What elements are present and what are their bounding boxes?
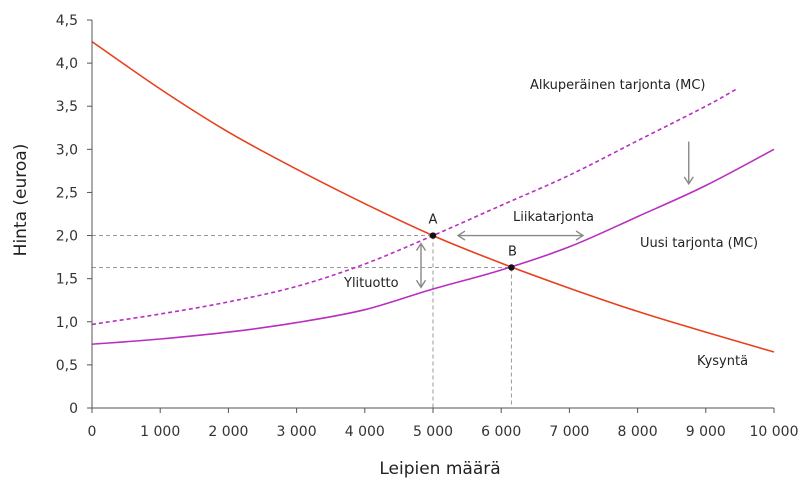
- x-tick-label: 2 000: [208, 424, 248, 440]
- label-demand: Kysyntä: [697, 354, 748, 369]
- label-original-supply: Alkuperäinen tarjonta (MC): [530, 78, 706, 93]
- x-tick-label: 8 000: [618, 424, 658, 440]
- x-tick-label: 7 000: [549, 424, 589, 440]
- guide-lines: [92, 235, 512, 408]
- y-tick-label: 0: [69, 401, 78, 417]
- y-tick-label: 3,0: [56, 142, 78, 158]
- y-tick-label: 4,0: [56, 56, 78, 72]
- x-tick-label: 3 000: [277, 424, 317, 440]
- x-tick-label: 1 000: [140, 424, 180, 440]
- label-excess-supply: Liikatarjonta: [513, 210, 594, 225]
- y-tick-label: 1,0: [56, 315, 78, 331]
- excess-supply-arrowhead-right: [575, 230, 585, 241]
- y-tick-label: 1,5: [56, 272, 78, 288]
- x-tick-label: 10 000: [750, 424, 799, 440]
- y-tick-label: 2,0: [56, 229, 78, 245]
- point-a: [429, 232, 437, 239]
- x-ticks: 0 1 000 2 000 3 000 4 000 5 000 6 000 7 000 8 00…: [88, 408, 799, 440]
- x-axis-title: Leipien määrä: [379, 459, 500, 479]
- label-new-supply: Uusi tarjonta (MC): [640, 236, 758, 251]
- y-axis-title: Hinta (euroa): [11, 144, 31, 257]
- supply-shift-arrowhead: [683, 176, 694, 186]
- plot-area: AB: [91, 40, 775, 408]
- label-overproduction: Ylituotto: [343, 276, 399, 291]
- points: AB: [429, 213, 517, 271]
- y-tick-label: 4,5: [56, 13, 78, 29]
- x-tick-label: 6 000: [481, 424, 521, 440]
- point-label-b: B: [508, 244, 517, 259]
- y-tick-label: 3,5: [56, 99, 78, 115]
- x-tick-label: 0: [88, 424, 97, 440]
- point-label-a: A: [429, 213, 438, 228]
- x-tick-label: 4 000: [345, 424, 385, 440]
- y-ticks: 0 0,5 1,0 1,5 2,0 2,5 3,0 3,5 4,0 4,5: [56, 13, 92, 417]
- new-supply-line: [91, 148, 775, 345]
- y-tick-label: 0,5: [56, 358, 78, 374]
- point-b: [508, 264, 515, 271]
- arrows: [415, 141, 694, 289]
- original-supply-line: [91, 88, 737, 326]
- overproduction-arrowhead-bottom: [415, 279, 427, 289]
- x-tick-label: 9 000: [686, 424, 726, 440]
- excess-supply-arrowhead-left: [456, 230, 466, 241]
- overproduction-arrowhead-top: [415, 242, 427, 251]
- y-tick-label: 2,5: [56, 185, 78, 201]
- x-tick-label: 5 000: [413, 424, 453, 440]
